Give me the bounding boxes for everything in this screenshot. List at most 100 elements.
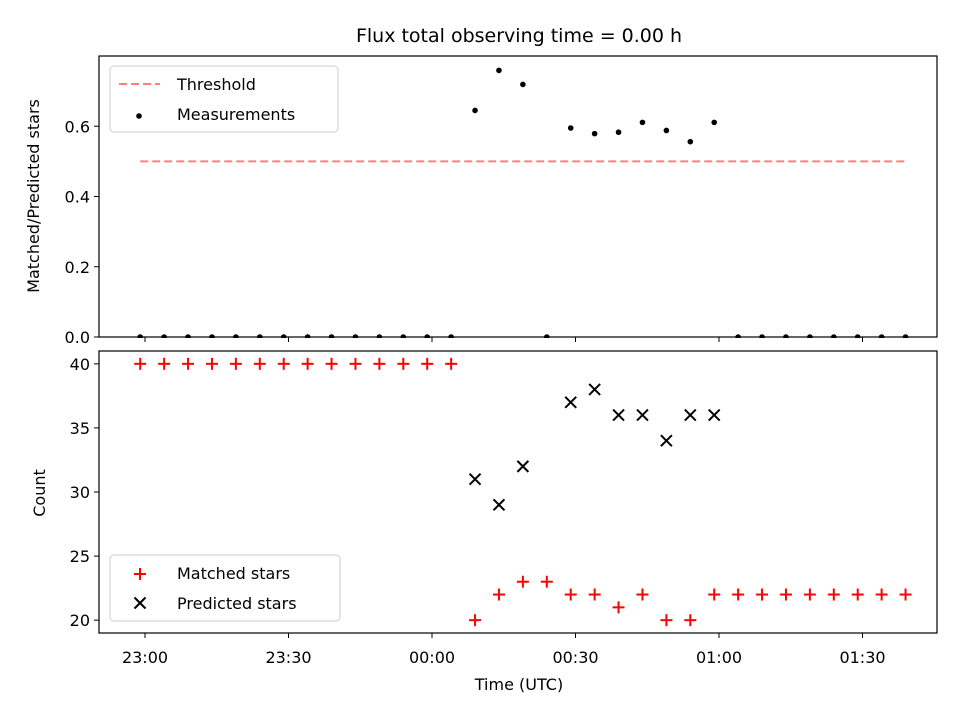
measurement-point [161,334,167,338]
measurement-point [567,125,574,131]
matched-star-point [445,357,458,370]
matched-star-point [756,588,769,601]
x-tick-label: 01:30 [839,648,885,667]
bottom-y-tick-label: 35 [70,419,90,438]
measurement-point [185,334,191,338]
measurement-point [257,334,263,338]
legend-matched-label: Matched stars [177,564,290,583]
predicted-star-point [708,408,721,422]
legend-predicted-swatch [133,596,147,610]
matched-star-point [827,588,840,601]
predicted-star-point [516,460,530,473]
legend-measurements-swatch [136,113,142,119]
measurement-point [400,334,407,338]
bottom-y-tick-label: 20 [70,611,90,630]
measurement-point [328,334,335,338]
matched-star-point [899,588,912,601]
bottom-y-axis-label: Count [30,469,49,517]
measurement-point [376,334,383,338]
measurement-point [137,334,144,338]
matched-star-point [851,588,864,601]
measurement-point [280,334,287,338]
matched-star-point [803,588,816,601]
matched-star-point [564,588,577,601]
top-plot-area [137,67,909,338]
matched-star-point [373,357,386,370]
chart-title: Flux total observing time = 0.00 h [356,25,682,47]
matched-star-point [612,601,625,614]
x-tick-label: 23:30 [265,648,311,667]
measurement-point [735,334,741,338]
matched-star-point [421,357,434,370]
measurement-point [209,334,215,338]
predicted-star-point [492,498,506,512]
measurement-point [591,130,598,137]
predicted-star-point [636,408,649,422]
measurement-point [639,119,646,126]
matched-star-point [779,588,792,601]
predicted-star-point [612,408,625,422]
measurement-point [902,334,909,338]
measurement-point [830,334,837,338]
x-axis-label: Time (UTC) [474,675,563,694]
measurement-point [472,107,478,114]
x-tick-label: 01:00 [696,648,742,667]
matched-star-point [708,588,721,601]
bottom-y-tick-label: 30 [70,483,90,502]
measurement-point [854,334,861,338]
matched-star-point [397,357,410,370]
measurement-point [615,129,622,136]
matched-star-point [349,357,362,370]
top-y-axis-label: Matched/Predicted stars [24,99,43,293]
matched-star-point [182,357,195,370]
measurement-point [687,138,694,145]
matched-star-point [492,588,505,601]
matched-star-point [660,614,673,627]
measurement-point [233,334,239,338]
matched-star-point [588,588,601,601]
matched-star-point [325,357,338,370]
matched-star-point [253,357,266,370]
bottom-legend-box [109,554,341,622]
matched-star-point [229,357,242,370]
measurement-point [807,334,813,338]
legend-predicted-label: Predicted stars [177,594,297,613]
bottom-y-tick-label: 25 [70,547,90,566]
measurement-point [711,119,718,126]
matched-star-point [277,357,290,370]
legend-measurements-label: Measurements [177,105,295,124]
x-tick-label: 00:30 [552,648,598,667]
measurement-point [543,334,550,338]
measurement-point [448,334,454,338]
x-tick-label: 23:00 [122,648,168,667]
legend-threshold-label: Threshold [176,75,256,94]
matched-star-point [301,357,314,370]
matched-star-point [636,588,649,601]
top-y-tick-label: 0.4 [65,188,90,207]
matched-star-point [540,575,553,588]
top-legend: Threshold Measurements [109,65,339,133]
matched-star-point [205,357,218,370]
top-y-tick-label: 0.6 [65,117,90,136]
bottom-y-tick-label: 40 [70,355,90,374]
top-y-tick-label: 0.0 [65,328,90,347]
measurement-point [424,334,431,338]
predicted-star-point [684,408,697,422]
measurement-point [783,334,789,338]
predicted-star-point [468,472,482,486]
bottom-plot-area [134,357,912,627]
measurement-point [663,127,670,134]
predicted-star-point [588,383,601,396]
measurement-point [520,81,526,88]
matched-star-point [875,588,888,601]
matched-star-point [158,357,171,370]
predicted-star-point [660,434,673,447]
measurement-point [352,334,359,338]
bottom-legend: Matched stars Predicted stars [109,554,341,622]
predicted-star-point [564,396,577,409]
measurement-point [496,67,502,74]
measurement-point [304,334,311,338]
top-legend-box [109,65,339,133]
matched-star-point [134,357,147,370]
